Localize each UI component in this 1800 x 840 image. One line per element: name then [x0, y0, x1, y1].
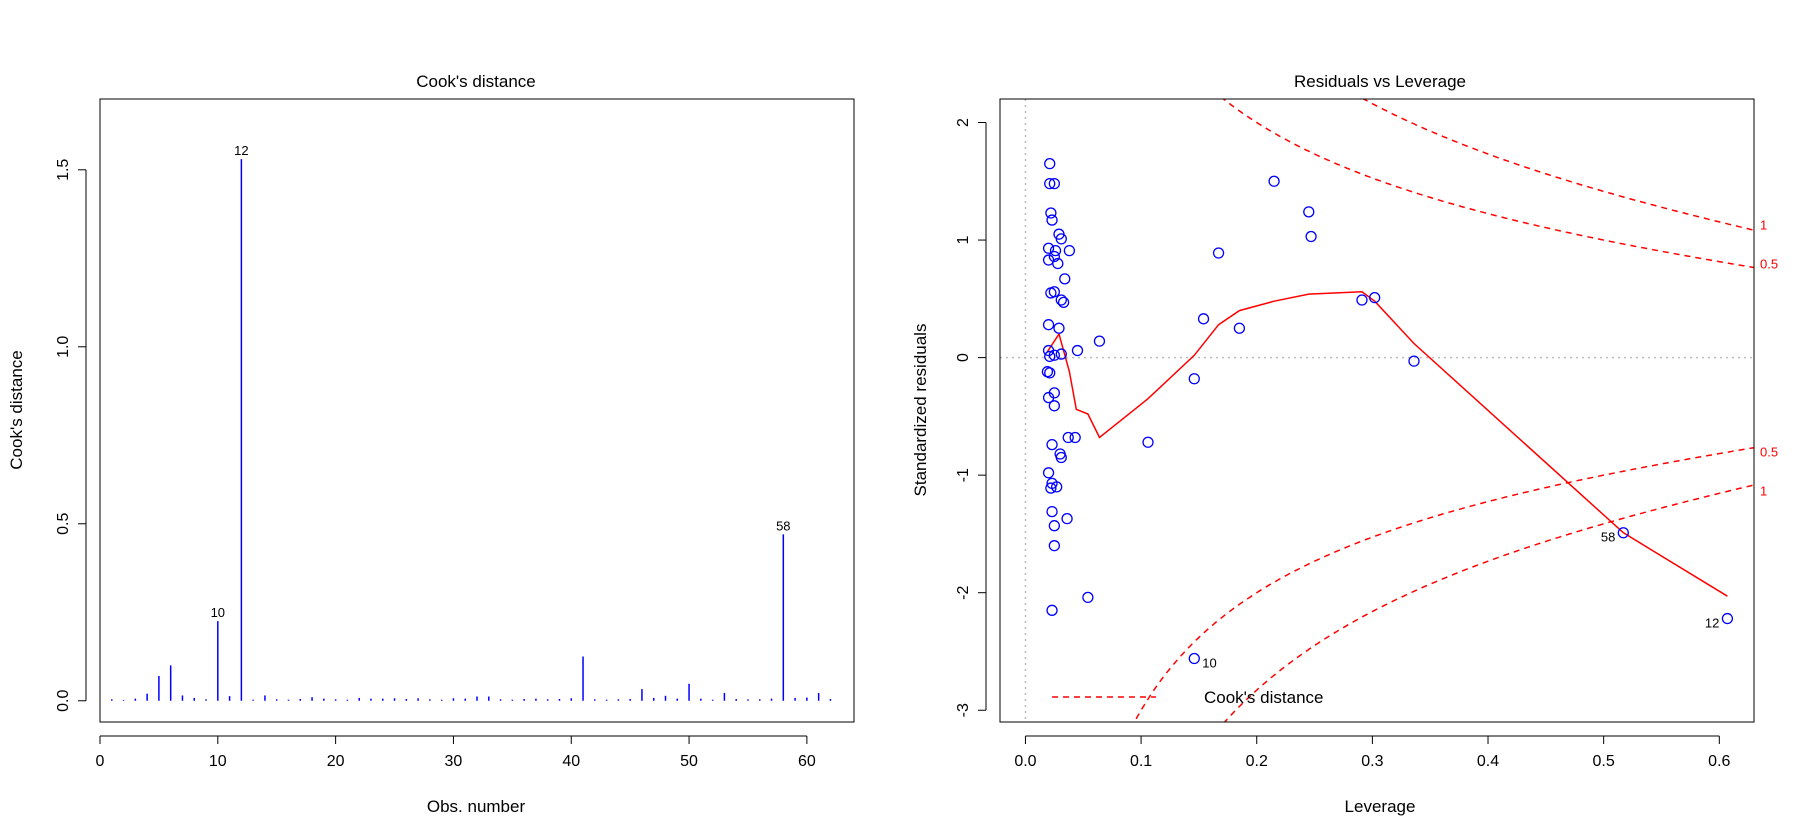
residual-point: [1056, 453, 1066, 463]
cooks-y-tick-label: 0.5: [55, 513, 72, 535]
leverage-x-tick-label: 0.2: [1246, 753, 1268, 770]
residuals-y-tick-label: 2: [955, 118, 972, 127]
cooks-x-tick-label: 0: [96, 753, 105, 770]
leverage-x-tick-label: 0.5: [1593, 753, 1615, 770]
cooks-x-tick-label: 40: [562, 753, 580, 770]
residual-point: [1049, 521, 1059, 531]
leverage-x-tick-label: 0.1: [1130, 753, 1152, 770]
cooks-point-label: 12: [234, 143, 248, 158]
residual-point-label: 10: [1202, 656, 1216, 671]
residual-point: [1044, 255, 1054, 265]
reference-lines: [1000, 99, 1754, 722]
residuals-y-tick-label: -2: [955, 585, 972, 599]
cooks-x-label: Obs. number: [427, 797, 526, 816]
cook-contour-0.5-upper: [1031, 0, 1754, 268]
residuals-leverage-panel: Residuals vs Leverage 0.50.511 105812 0.…: [911, 0, 1778, 840]
cook-contour-0.5-lower: [1031, 448, 1754, 840]
residuals-y-tick-label: -3: [955, 703, 972, 717]
leverage-x-label: Leverage: [1345, 797, 1416, 816]
residual-point: [1722, 614, 1732, 624]
cook-contour-labels: 0.5 0.5 1 1: [1760, 218, 1778, 499]
residual-point: [1045, 159, 1055, 169]
cook-contour-label: 1: [1760, 484, 1767, 499]
residual-point: [1070, 433, 1080, 443]
cooks-x-tick-label: 10: [209, 753, 227, 770]
residual-point: [1047, 440, 1057, 450]
smooth-curve: [1047, 292, 1727, 596]
cook-contours: [1031, 0, 1754, 840]
residual-point: [1304, 207, 1314, 217]
leverage-x-axis: 0.0 0.1 0.2 0.3 0.4 0.5 0.6: [1014, 736, 1730, 770]
residual-point: [1064, 246, 1074, 256]
leverage-x-tick-label: 0.6: [1708, 753, 1730, 770]
legend-label: Cook's distance: [1204, 688, 1323, 707]
cooks-x-tick-label: 30: [445, 753, 463, 770]
residuals-y-tick-label: -1: [955, 468, 972, 482]
leverage-x-tick-label: 0.3: [1361, 753, 1383, 770]
residual-point: [1357, 295, 1367, 305]
residual-point: [1143, 437, 1153, 447]
residual-point: [1054, 323, 1064, 333]
residual-point: [1062, 514, 1072, 524]
residual-point: [1214, 248, 1224, 258]
residual-point: [1049, 401, 1059, 411]
leverage-x-tick-label: 0.4: [1477, 753, 1499, 770]
residual-point: [1199, 314, 1209, 324]
residual-point: [1049, 541, 1059, 551]
residual-point: [1056, 295, 1066, 305]
residual-point: [1046, 288, 1056, 298]
residual-point: [1269, 176, 1279, 186]
cook-contour-label: 1: [1760, 218, 1767, 233]
cook-contour-label: 0.5: [1760, 257, 1778, 272]
cooks-y-tick-label: 1.5: [55, 159, 72, 181]
residual-point: [1044, 320, 1054, 330]
cooks-x-tick-label: 60: [798, 753, 816, 770]
cooks-chart-title: Cook's distance: [416, 72, 535, 91]
cooks-plot-frame: [100, 99, 854, 722]
cook-contour-1-upper: [1031, 0, 1754, 230]
residuals-y-tick-label: 1: [955, 236, 972, 245]
residual-point: [1189, 374, 1199, 384]
cooks-annotations: 10 12 58: [211, 143, 791, 620]
residual-point: [1047, 215, 1057, 225]
cook-contour-1-lower: [1031, 485, 1754, 840]
residual-annotations: 10 58 12: [1202, 530, 1719, 671]
residuals-plot-frame: [1000, 99, 1754, 722]
residual-point: [1044, 468, 1054, 478]
smooth-line: [1047, 292, 1727, 596]
residuals-y-axis: -3 -2 -1 0 1 2: [955, 118, 986, 717]
cooks-x-tick-label: 50: [680, 753, 698, 770]
cooks-y-tick-label: 1.0: [55, 336, 72, 358]
residuals-y-tick-label: 0: [955, 353, 972, 362]
residual-point: [1046, 208, 1056, 218]
residuals-y-label: Standardized residuals: [911, 324, 930, 497]
residual-point-label: 58: [1601, 530, 1615, 545]
cooks-point-label: 58: [776, 518, 790, 533]
residual-point: [1072, 346, 1082, 356]
cooks-x-axis: 0 10 20 30 40 50 60: [96, 736, 816, 770]
residual-points: [1042, 159, 1732, 664]
cooks-distance-panel: Cook's distance 10 12 58 0 10 20 30 40 50 60 0.0…: [7, 72, 854, 816]
residual-point: [1047, 507, 1057, 517]
cooks-y-axis: 0.0 0.5 1.0 1.5: [55, 159, 86, 712]
leverage-x-tick-label: 0.0: [1014, 753, 1036, 770]
residual-point: [1083, 592, 1093, 602]
cooks-point-label: 10: [211, 605, 225, 620]
legend: Cook's distance: [1052, 688, 1323, 707]
residual-point: [1059, 297, 1069, 307]
residual-point: [1060, 274, 1070, 284]
cook-contour-label: 0.5: [1760, 445, 1778, 460]
residual-point: [1189, 654, 1199, 664]
residual-point-label: 12: [1705, 616, 1719, 631]
residual-point: [1047, 605, 1057, 615]
residual-point: [1094, 336, 1104, 346]
cooks-y-label: Cook's distance: [7, 350, 26, 469]
residual-point: [1234, 323, 1244, 333]
cooks-y-tick-label: 0.0: [55, 690, 72, 712]
residuals-chart-title: Residuals vs Leverage: [1294, 72, 1466, 91]
residual-point: [1306, 232, 1316, 242]
cooks-x-tick-label: 20: [327, 753, 345, 770]
